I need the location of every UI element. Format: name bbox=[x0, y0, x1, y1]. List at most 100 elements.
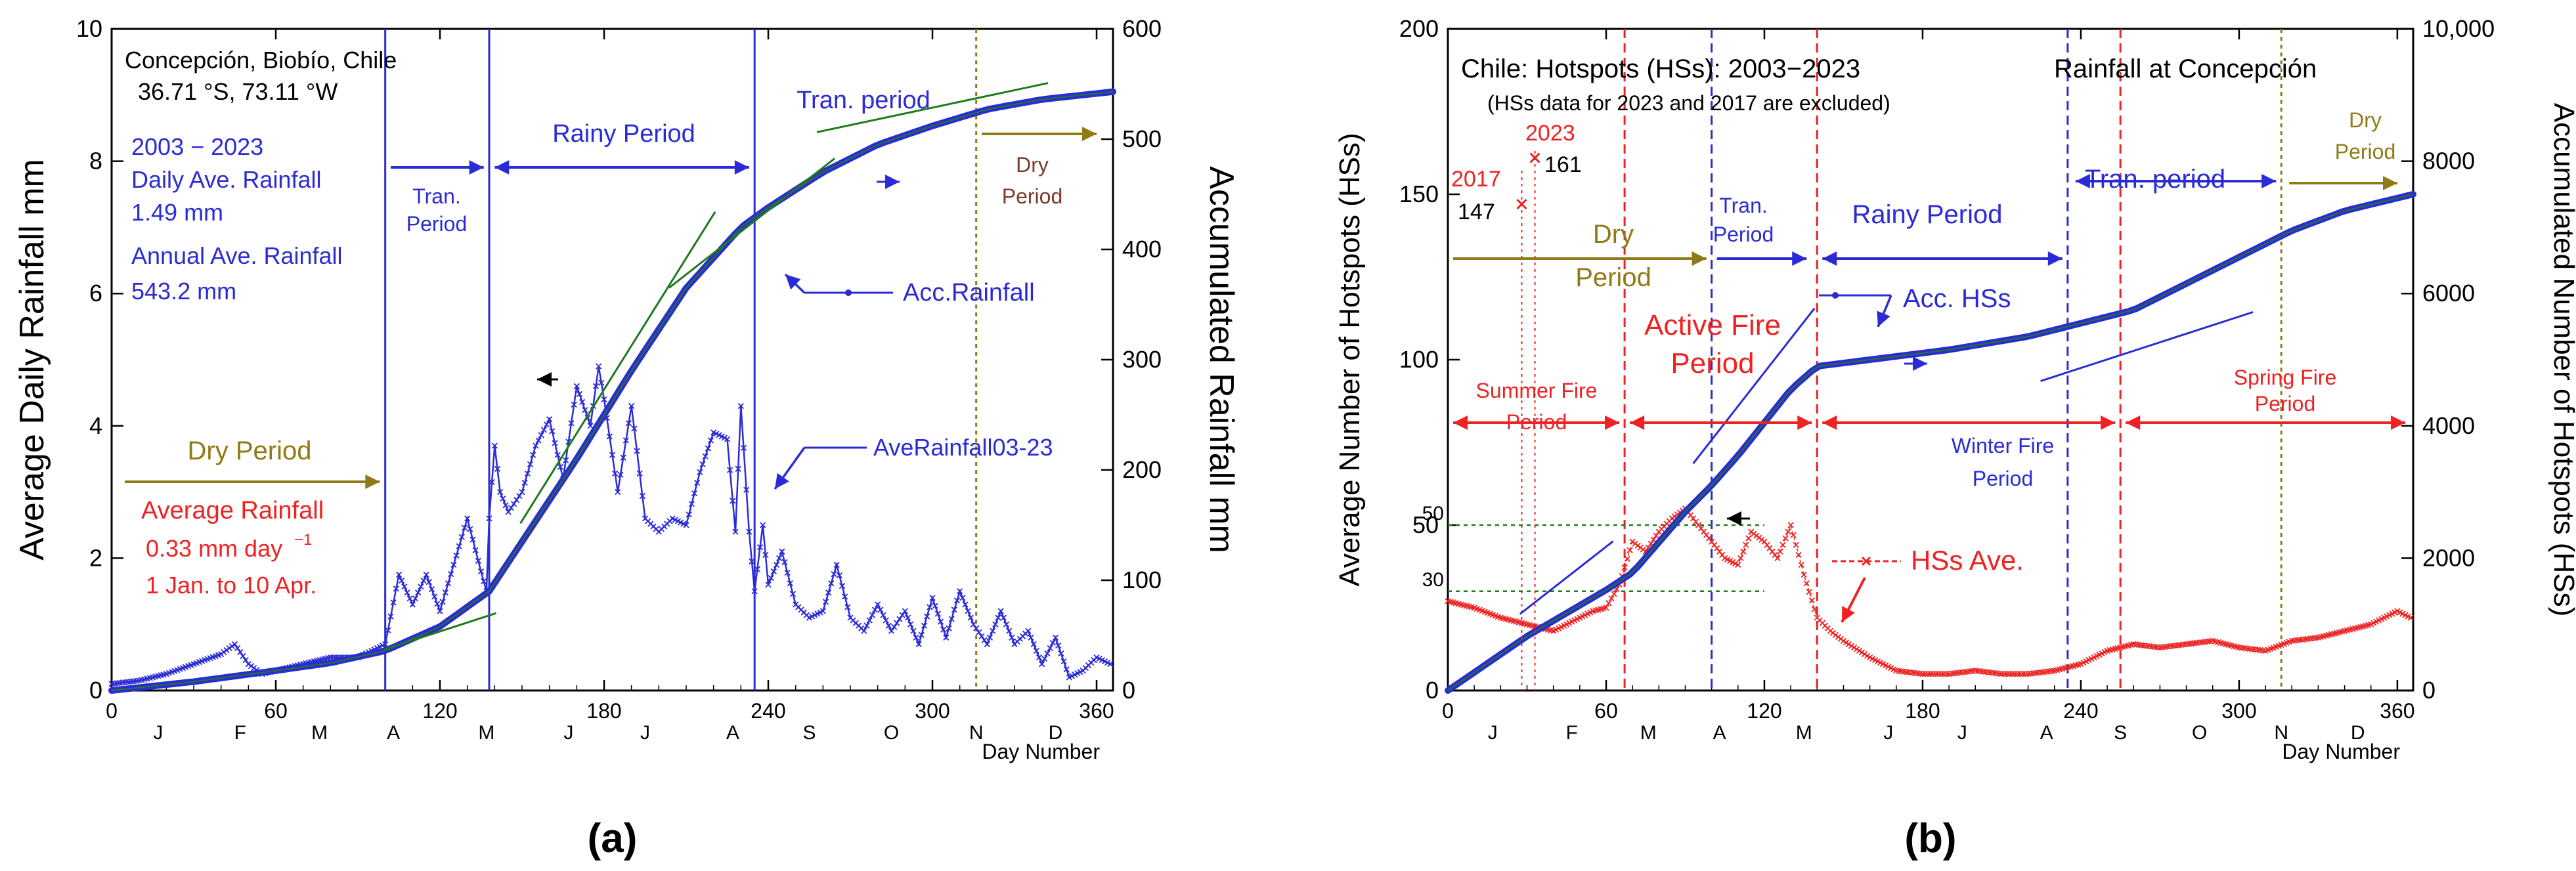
data-point-marker bbox=[970, 621, 977, 627]
data-point-marker bbox=[231, 641, 238, 648]
data-point-marker bbox=[953, 597, 961, 604]
arrow-head bbox=[1842, 606, 1855, 622]
y-tick-label-left: 200 bbox=[1399, 15, 1439, 42]
x-axis-caption: Day Number bbox=[982, 740, 1100, 763]
data-point-marker bbox=[527, 461, 534, 467]
y-tick-label-right: 4000 bbox=[2422, 412, 2475, 439]
data-point-marker bbox=[992, 621, 999, 627]
data-point-marker bbox=[2011, 671, 2019, 677]
data-point-marker bbox=[828, 580, 835, 587]
acc-hss-pointer bbox=[1877, 295, 1892, 328]
series-markers bbox=[108, 363, 1114, 687]
data-point-marker bbox=[401, 584, 408, 590]
data-point-marker bbox=[461, 524, 468, 531]
data-point-marker bbox=[1603, 605, 1609, 611]
dry-period-arrow-b2 bbox=[2289, 176, 2397, 190]
year-2023-label: 2023 bbox=[1525, 121, 1575, 146]
tran-period-arrow bbox=[391, 160, 484, 175]
data-point-marker bbox=[2014, 671, 2021, 677]
data-point-marker bbox=[746, 528, 753, 535]
panel-label: (b) bbox=[1904, 816, 1956, 861]
y-tick-label-left: 0 bbox=[1426, 677, 1439, 704]
unit-exponent: −1 bbox=[294, 531, 312, 549]
data-point-marker bbox=[990, 627, 996, 634]
data-point-marker bbox=[915, 641, 922, 648]
data-point-marker bbox=[399, 578, 405, 584]
data-point-marker bbox=[631, 425, 638, 432]
y-tick-label-left: 100 bbox=[1399, 346, 1439, 373]
data-point-marker bbox=[519, 488, 525, 496]
data-point-marker bbox=[431, 593, 438, 600]
arrow-head bbox=[1877, 310, 1890, 327]
panel-label: (a) bbox=[588, 816, 638, 861]
data-point-marker bbox=[1774, 555, 1781, 562]
data-point-marker bbox=[730, 498, 736, 504]
acc-rainfall-marker bbox=[845, 289, 852, 296]
data-point-marker bbox=[549, 428, 556, 435]
y-tick-label-left: 0 bbox=[89, 677, 102, 704]
tangent-line bbox=[2040, 311, 2254, 382]
data-point-marker bbox=[1808, 597, 1815, 604]
data-point-marker bbox=[765, 582, 772, 588]
data-point-marker bbox=[395, 571, 403, 578]
data-point-marker bbox=[1006, 627, 1013, 634]
arrow-head bbox=[734, 160, 749, 175]
data-point-marker bbox=[1811, 606, 1818, 612]
dry-period-label-b2: Period bbox=[2335, 140, 2396, 163]
data-point-marker bbox=[1009, 634, 1015, 641]
data-point-marker bbox=[1798, 561, 1804, 568]
data-point-marker bbox=[932, 603, 938, 609]
arrow-head bbox=[1605, 415, 1620, 430]
average-rainfall-label: Average Rainfall bbox=[141, 497, 324, 524]
data-point-marker bbox=[1107, 661, 1114, 668]
acc-hss-marker bbox=[1832, 292, 1839, 299]
data-point-marker bbox=[904, 614, 911, 621]
month-label: J bbox=[153, 722, 163, 744]
data-point-marker bbox=[592, 383, 600, 389]
data-point-marker bbox=[620, 454, 626, 461]
data-point-marker bbox=[1608, 595, 1615, 602]
data-point-marker bbox=[760, 522, 766, 528]
data-point-marker bbox=[921, 622, 928, 629]
data-point-marker bbox=[2022, 671, 2029, 677]
data-point-marker bbox=[705, 445, 711, 452]
data-point-marker bbox=[751, 588, 758, 595]
data-point-marker bbox=[883, 617, 889, 624]
data-point-marker bbox=[497, 488, 504, 496]
data-point-marker bbox=[959, 595, 966, 601]
data-point-marker bbox=[1055, 642, 1062, 649]
month-label: J bbox=[1488, 722, 1498, 744]
data-point-marker bbox=[579, 398, 586, 406]
month-label: N bbox=[2274, 722, 2288, 744]
data-point-marker bbox=[749, 558, 755, 565]
data-point-marker bbox=[469, 536, 476, 543]
data-point-marker bbox=[563, 457, 569, 463]
data-point-marker bbox=[481, 578, 487, 585]
data-point-marker bbox=[869, 612, 875, 618]
data-point-marker bbox=[409, 601, 416, 608]
data-point-marker bbox=[899, 612, 906, 618]
acc-rainfall-legend: Acc.Rainfall bbox=[903, 279, 1035, 307]
data-point-marker bbox=[1047, 645, 1053, 652]
y-tick-label-right: 500 bbox=[1122, 125, 1162, 152]
data-point-marker bbox=[1927, 671, 1934, 677]
data-point-marker bbox=[1058, 650, 1064, 657]
tran-period-label-2: Tran. period bbox=[797, 87, 930, 114]
spring-fire-period-label: Period bbox=[2255, 392, 2316, 415]
y-tick-label-right: 2000 bbox=[2422, 544, 2475, 571]
data-point-marker bbox=[768, 575, 774, 582]
winter-fire-period-label: Period bbox=[1973, 467, 2034, 490]
data-point-marker bbox=[494, 465, 501, 472]
data-point-marker bbox=[984, 641, 990, 648]
y-axis-title-left: Average Number of Hotspots (HSs) bbox=[1334, 133, 1366, 586]
data-point-marker bbox=[2407, 614, 2414, 621]
data-point-marker bbox=[489, 478, 495, 486]
y-tick-label-right: 8000 bbox=[2422, 148, 2475, 175]
data-point-marker bbox=[615, 488, 621, 496]
data-point-marker bbox=[406, 595, 413, 602]
data-point-marker bbox=[1621, 564, 1628, 571]
reference-line-label: 50 bbox=[1422, 503, 1444, 524]
data-point-marker bbox=[1795, 551, 1802, 558]
tran-label: Tran. bbox=[412, 184, 461, 208]
